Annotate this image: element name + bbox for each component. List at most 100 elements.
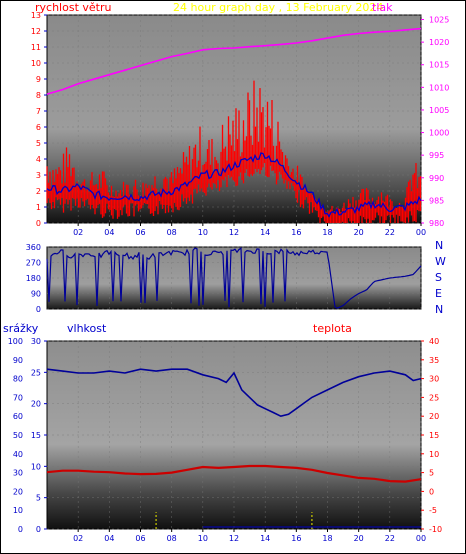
wind-tick-label: 7 bbox=[36, 107, 41, 116]
axes-layer: 0123456789101112139809859909951000100510… bbox=[8, 11, 450, 543]
rain-tick-label: 70 bbox=[13, 393, 23, 402]
bottom-x-tick-label: 08 bbox=[167, 534, 177, 543]
pressure-line bbox=[46, 27, 422, 95]
humidity-label: vlhkost bbox=[67, 322, 107, 335]
wind-tick-label: 10 bbox=[31, 59, 41, 68]
pressure-tick-label: 980 bbox=[429, 219, 444, 228]
bottom-x-tick-label: 06 bbox=[135, 534, 145, 543]
wind-tick-label: 0 bbox=[36, 219, 41, 228]
wind-x-tick-label: 20 bbox=[354, 228, 364, 237]
wind-tick-label: 2 bbox=[36, 187, 41, 196]
temperature-tick-label: 25 bbox=[429, 393, 439, 402]
wind-x-tick-label: 08 bbox=[167, 228, 177, 237]
wind-speed-label: rychlost větru bbox=[35, 1, 111, 14]
wind-x-tick-label: 14 bbox=[260, 228, 270, 237]
temperature-tick-label: 40 bbox=[429, 337, 439, 346]
wind-tick-label: 3 bbox=[36, 171, 41, 180]
humidity-tick-label: 15 bbox=[31, 431, 41, 440]
humidity-tick-label: 0 bbox=[36, 525, 41, 534]
pressure-label: tlak bbox=[372, 1, 393, 14]
direction-tick-label: 180 bbox=[26, 274, 41, 283]
series-layer bbox=[46, 27, 422, 529]
wind-pressure-plot-area bbox=[46, 14, 422, 224]
direction-tick-label: 270 bbox=[26, 259, 41, 268]
temperature-line bbox=[46, 464, 422, 483]
bottom-x-tick-label: 20 bbox=[354, 534, 364, 543]
pressure-tick-label: 995 bbox=[429, 151, 444, 160]
bottom-x-tick-label: 22 bbox=[385, 534, 395, 543]
rain-tick-label: 60 bbox=[13, 412, 23, 421]
wind-x-tick-label: 06 bbox=[135, 228, 145, 237]
wind-tick-label: 5 bbox=[36, 139, 41, 148]
bottom-x-tick-label: 04 bbox=[104, 534, 114, 543]
temperature-tick-label: 35 bbox=[429, 356, 439, 365]
temperature-tick-label: 30 bbox=[429, 375, 439, 384]
rain-tick-label: 40 bbox=[13, 450, 23, 459]
pressure-tick-label: 1010 bbox=[429, 83, 449, 92]
rain-tick-label: 20 bbox=[13, 487, 23, 496]
rain-tick-label: 50 bbox=[13, 431, 23, 440]
compass-w: W bbox=[435, 255, 446, 268]
wind-x-tick-label: 12 bbox=[229, 228, 239, 237]
rain-tick-label: 30 bbox=[13, 469, 23, 478]
wind-x-tick-label: 22 bbox=[385, 228, 395, 237]
rain-tick-label: 80 bbox=[13, 375, 23, 384]
wind-x-tick-label: 16 bbox=[291, 228, 301, 237]
direction-tick-label: 90 bbox=[31, 290, 41, 299]
humidity-tick-label: 10 bbox=[31, 462, 41, 471]
wind-direction-line bbox=[46, 247, 422, 309]
pressure-tick-label: 1015 bbox=[429, 61, 449, 70]
compass-s: S bbox=[435, 271, 442, 284]
bottom-x-tick-label: 10 bbox=[198, 534, 208, 543]
pressure-tick-label: 1005 bbox=[429, 106, 449, 115]
temperature-tick-label: -10 bbox=[429, 525, 442, 534]
wind-x-tick-label: 02 bbox=[73, 228, 83, 237]
humidity-tick-label: 25 bbox=[31, 368, 41, 377]
rain-tick-label: 10 bbox=[13, 506, 23, 515]
compass-n-top: N bbox=[435, 239, 443, 252]
humidity-tick-label: 20 bbox=[31, 400, 41, 409]
bottom-x-tick-label: 16 bbox=[291, 534, 301, 543]
wind-tick-label: 1 bbox=[36, 203, 41, 212]
compass-e: E bbox=[435, 287, 442, 300]
wind-x-tick-label: 04 bbox=[104, 228, 114, 237]
rain-tick-label: 0 bbox=[18, 525, 23, 534]
humidity-tick-label: 30 bbox=[31, 337, 41, 346]
bottom-x-tick-label: 00 bbox=[416, 534, 426, 543]
wind-x-tick-label: 10 bbox=[198, 228, 208, 237]
temperature-tick-label: 20 bbox=[429, 412, 439, 421]
wind-x-tick-label: 00 bbox=[416, 228, 426, 237]
wind-tick-label: 13 bbox=[31, 11, 41, 20]
wind-x-tick-label: 18 bbox=[322, 228, 332, 237]
humidity-tick-label: 5 bbox=[36, 494, 41, 503]
pressure-tick-label: 985 bbox=[429, 196, 444, 205]
wind-tick-label: 11 bbox=[31, 43, 41, 52]
bottom-x-tick-label: 18 bbox=[322, 534, 332, 543]
wind-tick-label: 4 bbox=[36, 155, 41, 164]
temperature-tick-label: -5 bbox=[429, 506, 437, 515]
wind-tick-label: 12 bbox=[31, 27, 41, 36]
bottom-x-tick-label: 14 bbox=[260, 534, 270, 543]
pressure-tick-label: 1025 bbox=[429, 16, 449, 25]
pressure-tick-label: 1000 bbox=[429, 129, 449, 138]
temperature-tick-label: 0 bbox=[429, 487, 434, 496]
compass-n-bottom: N bbox=[435, 303, 443, 316]
pressure-tick-label: 1020 bbox=[429, 38, 449, 47]
bottom-x-tick-label: 12 bbox=[229, 534, 239, 543]
temperature-tick-label: 10 bbox=[429, 450, 439, 459]
humidity-line bbox=[46, 368, 422, 418]
rain-label: srážky bbox=[3, 322, 39, 335]
temperature-label: teplota bbox=[313, 322, 352, 335]
wind-average-line bbox=[46, 152, 422, 218]
temperature-tick-label: 5 bbox=[429, 469, 434, 478]
pressure-tick-label: 990 bbox=[429, 174, 444, 183]
rain-tick-label: 100 bbox=[8, 337, 23, 346]
direction-tick-label: 0 bbox=[36, 305, 41, 314]
chart-title: 24 hour graph day , 13 February 2024 bbox=[173, 1, 383, 14]
bottom-x-tick-label: 02 bbox=[73, 534, 83, 543]
wind-tick-label: 6 bbox=[36, 123, 41, 132]
temperature-tick-label: 15 bbox=[429, 431, 439, 440]
direction-tick-label: 360 bbox=[26, 243, 41, 252]
